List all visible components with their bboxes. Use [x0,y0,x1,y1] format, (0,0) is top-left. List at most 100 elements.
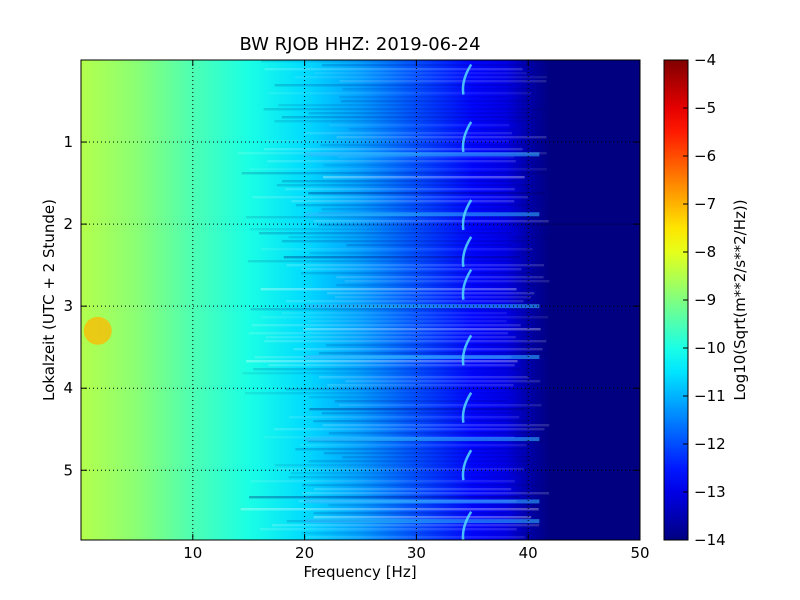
spectrogram-band [295,448,524,451]
narrowband-line [461,121,473,153]
spectrogram-band [282,180,517,183]
spectrogram-band [313,420,529,423]
spectrogram-band [293,348,543,351]
spectrogram-band [263,108,547,111]
spectrogram-band [323,176,525,179]
spectrogram-band [285,388,531,391]
narrowband-line [461,334,473,366]
spectrogram-band [336,276,544,279]
spectrogram-band [294,76,548,79]
spectrogram-band [342,88,531,91]
spectrogram-band [308,460,532,463]
spectrogram-band [346,244,513,247]
spectrogram-band [326,292,535,295]
spectrogram-band [265,140,510,143]
spectrogram-band [328,432,527,435]
spectrogram-band [345,380,541,383]
spectrogram-band [286,300,524,303]
spectrogram-band [263,148,523,151]
spectrogram-band [327,384,514,387]
spectrogram-band [248,332,508,335]
spectrogram-band [268,92,531,95]
spectrogram-band [339,96,509,99]
spectrogram-band [251,324,521,327]
narrowband-line [461,236,473,268]
y-axis-label: Lokalzeit (UTC + 2 Stunde) [40,199,58,401]
spectrogram-band [295,204,531,207]
spectrogram-band [278,104,525,107]
spectrogram-band [249,228,510,231]
colorbar-tick-label: −5 [694,99,716,117]
spectrogram-band [268,364,515,367]
spectrogram-band [313,220,549,223]
spectrogram-band [306,536,525,539]
spectrogram-band [300,272,539,275]
spectrogram-band [264,340,547,343]
spectrogram-stripe [304,355,540,360]
colorbar-tick-label: −12 [694,435,726,453]
spectrogram-time-bands [237,60,551,539]
y-tick-label: 3 [63,297,73,315]
spectrogram-band [249,168,547,171]
narrowband-line [461,268,473,300]
spectrogram-band [259,528,517,531]
spectrogram-band [264,68,523,71]
spectrogram-band [242,372,511,375]
colorbar-label: Log10(Sqrt(m**2/s**2/Hz)) [731,199,749,400]
spectrogram-band [344,280,550,283]
spectrogram-band [247,260,517,263]
spectrogram-band [313,516,532,519]
spectrogram-band [329,124,510,127]
spectrogram-band [339,404,542,407]
spectrogram-band [265,336,516,339]
plot-frame [80,59,641,541]
spectrogram-band [251,480,515,483]
narrowband-line [461,449,473,481]
spectrogram-band [328,504,537,507]
spectrogram-band [313,72,527,75]
spectrogram-band [246,360,518,363]
spectrogram-band [309,252,531,255]
colorbar: −4 −5 −6 −7 −8 −9 −10 −11 −12 −13 −14 Log10(Sqrt(m… [663,51,749,549]
y-tick-label: 1 [63,133,73,151]
spectrogram-band [276,184,534,187]
spectrogram-plot: 10 20 30 40 50 1 2 3 4 5 [63,59,650,562]
spectrogram-band [260,288,517,291]
spectrogram-background [81,60,640,540]
x-axis-ticks: 10 20 30 40 50 [183,60,650,562]
spectrogram-band [288,236,551,239]
spectrogram-band [274,120,524,123]
spectrogram-band [276,468,524,471]
spectrogram-band [250,308,520,311]
spectrogram-band [313,512,508,515]
colorbar-tick-label: −4 [694,51,716,69]
x-tick-label: 30 [407,544,426,562]
spectrogram-band [240,508,539,511]
spectrogram-stripe [304,212,540,217]
x-axis-label: Frequency [Hz] [303,563,416,581]
spectrogram-band [321,64,531,67]
narrowband-line [461,511,473,540]
spectrogram-band [273,428,545,431]
spectrogram-band [274,464,535,467]
x-tick-label: 40 [519,544,538,562]
colorbar-tick-label: −14 [694,531,726,549]
colorbar-tick-label: −8 [694,243,716,261]
colorbar-tick-label: −11 [694,387,726,405]
colorbar-tick-label: −10 [694,339,726,357]
spectrogram-band [321,412,517,415]
spectrogram-band [249,496,520,499]
spectrogram-band [281,240,525,243]
spectrogram-band [261,316,549,319]
colorbar-tick-label: −9 [694,291,716,309]
spectrogram-lines [83,63,473,540]
spectrogram-band [342,456,532,459]
spectrogram-band [286,264,545,267]
grid-lines [81,60,640,540]
spectrogram-band [340,100,529,103]
colorbar-ticks: −4 −5 −6 −7 −8 −9 −10 −11 −12 −13 −14 [683,51,726,549]
spectrogram-band [309,396,512,399]
spectrogram-band [245,216,541,219]
spectrogram-band [314,488,512,491]
